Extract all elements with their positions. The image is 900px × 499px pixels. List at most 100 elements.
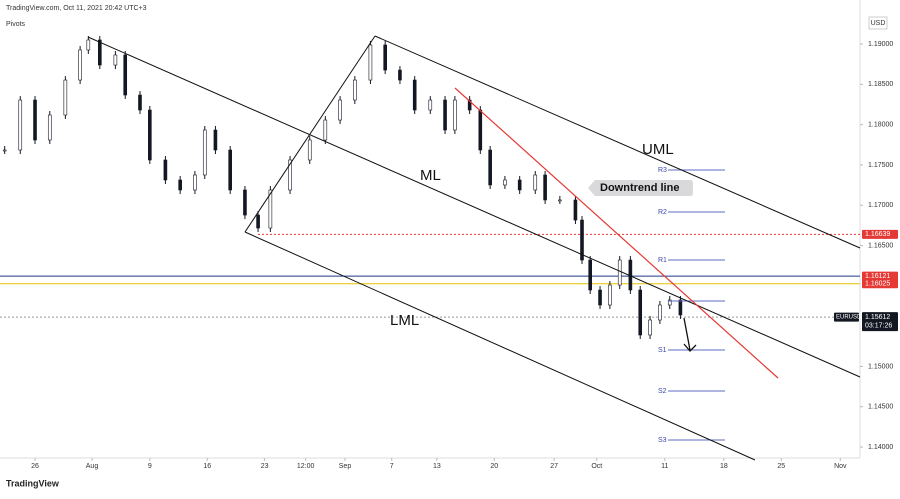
candle xyxy=(213,129,218,151)
indicator-name: Pivots xyxy=(6,21,26,28)
candle xyxy=(398,69,402,81)
candle xyxy=(353,79,357,101)
brand: TradingView xyxy=(6,478,60,488)
currency-box xyxy=(868,16,888,30)
candle xyxy=(658,304,662,321)
candle xyxy=(243,189,247,216)
candle xyxy=(228,149,232,191)
price-label: 1.16639 xyxy=(865,231,890,238)
candle xyxy=(86,39,91,51)
candle xyxy=(412,79,417,111)
candle xyxy=(193,174,197,191)
x-tick-label: Nov xyxy=(834,463,847,470)
x-tick-label: 11 xyxy=(661,463,668,470)
x-tick-label: 20 xyxy=(490,463,498,470)
pivot-label: S3 xyxy=(658,437,667,444)
median-line xyxy=(87,36,861,378)
candle xyxy=(18,99,23,151)
candle xyxy=(488,149,492,186)
x-tick-label: 23 xyxy=(261,463,269,470)
candle xyxy=(202,129,207,176)
x-tick-label: Aug xyxy=(86,463,99,470)
x-tick-label: 7 xyxy=(390,463,394,470)
candle xyxy=(517,179,522,191)
candle xyxy=(467,99,472,111)
x-tick-label: Sep xyxy=(339,463,352,470)
candle xyxy=(558,199,562,202)
x-tick-label: 12:00 xyxy=(297,463,315,470)
candle xyxy=(138,94,142,111)
symbol-box xyxy=(834,312,859,322)
candle xyxy=(178,179,182,191)
y-tick-label: 1.19000 xyxy=(868,41,893,48)
candle xyxy=(47,114,52,141)
price-label-box xyxy=(862,312,898,332)
candle xyxy=(678,299,683,316)
candle xyxy=(608,284,612,306)
candle xyxy=(2,149,7,152)
candle xyxy=(648,319,652,336)
candle xyxy=(503,179,507,186)
candle xyxy=(148,109,152,161)
pitchfork-handle xyxy=(244,35,376,233)
downtrend-line xyxy=(454,87,779,379)
candle xyxy=(478,109,483,151)
y-tick-label: 1.16500 xyxy=(868,242,893,249)
candle xyxy=(428,99,433,111)
candle xyxy=(78,49,82,81)
callout-box xyxy=(588,180,693,196)
candle xyxy=(323,119,328,141)
candle xyxy=(307,139,312,161)
pivot-label: S1 xyxy=(658,347,667,354)
candle xyxy=(638,289,643,336)
candle xyxy=(63,79,68,116)
y-tick-label: 1.14000 xyxy=(868,444,893,451)
candle xyxy=(667,299,672,306)
candle xyxy=(268,189,273,229)
pivot-label: R2 xyxy=(658,209,667,216)
x-tick-label: 9 xyxy=(148,463,152,470)
symbol-label: EURUSD xyxy=(836,315,862,321)
candle xyxy=(533,174,538,191)
pivot-label: R1 xyxy=(658,257,667,264)
candle xyxy=(98,39,102,66)
price-label: 1.16121 xyxy=(865,273,890,280)
candle xyxy=(617,259,622,286)
candle xyxy=(368,44,373,81)
candle xyxy=(338,99,342,121)
candle xyxy=(443,99,447,131)
pivot-label: S2 xyxy=(658,388,667,395)
annotation: UML xyxy=(642,141,674,158)
x-tick-label: 16 xyxy=(203,463,211,470)
price-label: 1.15612 xyxy=(865,314,890,321)
candle xyxy=(123,54,128,96)
price-label-box xyxy=(862,229,898,239)
y-tick-label: 1.18000 xyxy=(868,121,893,128)
countdown: 03:17:26 xyxy=(865,322,892,329)
chart-title: TradingView.com, Oct 11, 2021 20:42 UTC+… xyxy=(6,5,147,12)
y-tick-label: 1.17500 xyxy=(868,162,893,169)
currency: USD xyxy=(871,20,886,27)
candle xyxy=(453,99,457,131)
candle xyxy=(33,99,37,141)
candle xyxy=(163,159,168,181)
candle xyxy=(113,54,118,66)
drawings xyxy=(87,35,861,461)
y-tick-label: 1.18500 xyxy=(868,81,893,88)
lower-median-line xyxy=(244,231,756,461)
candle xyxy=(588,259,592,291)
x-tick-label: 18 xyxy=(720,463,728,470)
candle xyxy=(573,199,578,221)
candle xyxy=(543,174,547,201)
x-tick-label: 26 xyxy=(31,463,39,470)
upper-median-line xyxy=(374,35,861,249)
x-tick-label: 27 xyxy=(550,463,558,470)
y-tick-label: 1.17000 xyxy=(868,202,893,209)
price-label-box xyxy=(862,271,898,281)
y-tick-label: 1.14500 xyxy=(868,404,893,411)
y-tick-label: 1.15000 xyxy=(868,363,893,370)
arrow xyxy=(683,317,697,352)
price-label-box xyxy=(862,279,898,289)
